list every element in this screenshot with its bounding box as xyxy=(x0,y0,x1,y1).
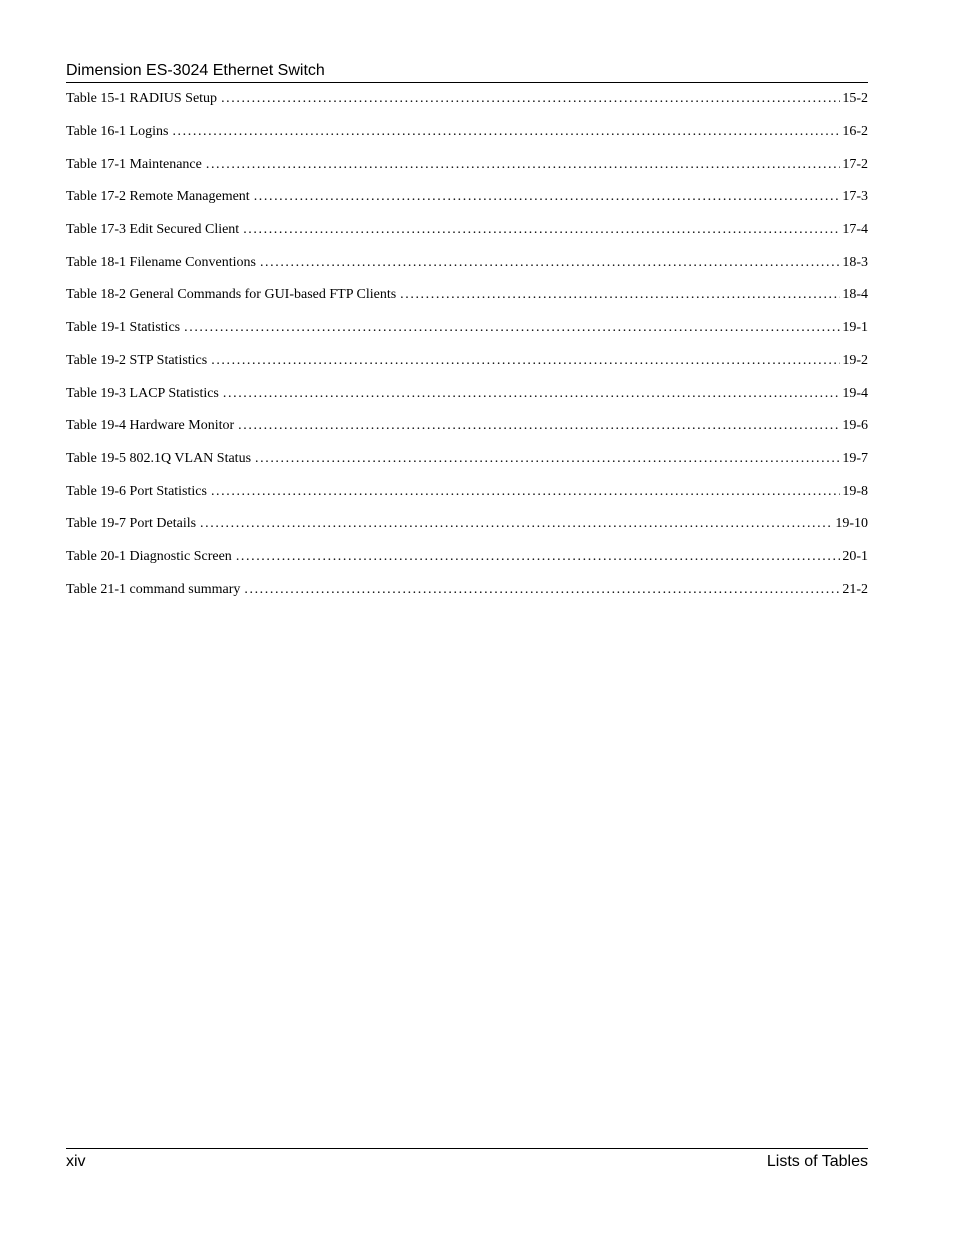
toc-entry-title: Table 17-3 Edit Secured Client xyxy=(66,222,240,238)
toc-entry[interactable]: Table 19-4 Hardware Monitor 19-6 xyxy=(66,410,868,443)
toc-entry[interactable]: Table 19-5 802.1Q VLAN Status 19-7 xyxy=(66,443,868,476)
toc-entry-page: 19-4 xyxy=(842,385,868,401)
toc-entry[interactable]: Table 17-3 Edit Secured Client 17-4 xyxy=(66,214,868,247)
toc-entry-title: Table 18-1 Filename Conventions xyxy=(66,254,256,270)
list-of-tables: Table 15-1 RADIUS Setup 15-2 Table 16-1 … xyxy=(66,83,868,606)
toc-entry-page: 19-1 xyxy=(842,320,868,336)
toc-entry-title: Table 19-3 LACP Statistics xyxy=(66,385,219,401)
toc-entry[interactable]: Table 21-1 command summary 21-2 xyxy=(66,573,868,606)
toc-entry-page: 16-2 xyxy=(842,124,868,140)
toc-dotted-leader xyxy=(236,549,841,565)
toc-entry-page: 19-2 xyxy=(842,352,868,368)
toc-entry-title: Table 19-6 Port Statistics xyxy=(66,483,207,499)
toc-entry[interactable]: Table 15-1 RADIUS Setup 15-2 xyxy=(66,83,868,116)
document-footer: xiv Lists of Tables xyxy=(66,1148,868,1171)
toc-entry-page: 19-7 xyxy=(842,450,868,466)
toc-entry-title: Table 17-1 Maintenance xyxy=(66,156,202,172)
toc-entry-title: Table 16-1 Logins xyxy=(66,124,169,140)
toc-entry[interactable]: Table 19-1 Statistics 19-1 xyxy=(66,312,868,345)
toc-entry[interactable]: Table 19-3 LACP Statistics 19-4 xyxy=(66,377,868,410)
toc-entry[interactable]: Table 17-2 Remote Management 17-3 xyxy=(66,181,868,214)
toc-entry-title: Table 21-1 command summary xyxy=(66,581,241,597)
toc-entry[interactable]: Table 19-2 STP Statistics 19-2 xyxy=(66,345,868,378)
toc-entry-page: 19-10 xyxy=(835,516,868,532)
toc-entry[interactable]: Table 17-1 Maintenance 17-2 xyxy=(66,148,868,181)
toc-entry-title: Table 17-2 Remote Management xyxy=(66,189,250,205)
toc-entry-page: 15-2 xyxy=(842,91,868,107)
toc-dotted-leader xyxy=(238,418,840,434)
toc-dotted-leader xyxy=(211,353,840,369)
toc-entry[interactable]: Table 18-1 Filename Conventions 18-3 xyxy=(66,246,868,279)
toc-entry[interactable]: Table 18-2 General Commands for GUI-base… xyxy=(66,279,868,312)
toc-entry-page: 19-8 xyxy=(842,483,868,499)
toc-dotted-leader xyxy=(172,124,840,140)
toc-entry-title: Table 15-1 RADIUS Setup xyxy=(66,91,218,107)
toc-entry-title: Table 19-2 STP Statistics xyxy=(66,352,208,368)
toc-entry[interactable]: Table 20-1 Diagnostic Screen 20-1 xyxy=(66,541,868,574)
toc-entry-page: 20-1 xyxy=(842,548,868,564)
toc-dotted-leader xyxy=(254,189,841,205)
toc-dotted-leader xyxy=(255,451,840,467)
toc-dotted-leader xyxy=(206,157,840,173)
toc-entry-page: 17-4 xyxy=(842,222,868,238)
footer-section-title: Lists of Tables xyxy=(766,1153,868,1170)
toc-dotted-leader xyxy=(243,222,840,238)
toc-dotted-leader xyxy=(244,582,840,598)
toc-entry-page: 17-2 xyxy=(842,156,868,172)
toc-entry-page: 19-6 xyxy=(842,418,868,434)
toc-dotted-leader xyxy=(211,484,840,500)
toc-entry[interactable]: Table 16-1 Logins 16-2 xyxy=(66,116,868,149)
toc-dotted-leader xyxy=(200,516,833,532)
toc-entry-title: Table 19-7 Port Details xyxy=(66,516,197,532)
document-header: Dimension ES-3024 Ethernet Switch xyxy=(66,61,868,83)
toc-entry-page: 18-4 xyxy=(842,287,868,303)
toc-entry-title: Table 19-4 Hardware Monitor xyxy=(66,418,235,434)
toc-dotted-leader xyxy=(184,320,840,336)
footer-page-number: xiv xyxy=(66,1153,86,1170)
toc-entry-page: 21-2 xyxy=(842,581,868,597)
toc-entry-title: Table 20-1 Diagnostic Screen xyxy=(66,548,232,564)
toc-entry[interactable]: Table 19-6 Port Statistics 19-8 xyxy=(66,475,868,508)
toc-dotted-leader xyxy=(260,255,840,271)
document-header-title: Dimension ES-3024 Ethernet Switch xyxy=(66,62,325,79)
toc-entry[interactable]: Table 19-7 Port Details 19-10 xyxy=(66,508,868,541)
toc-dotted-leader xyxy=(221,91,840,107)
toc-entry-title: Table 19-5 802.1Q VLAN Status xyxy=(66,450,252,466)
toc-dotted-leader xyxy=(400,287,840,303)
toc-entry-page: 17-3 xyxy=(842,189,868,205)
toc-entry-title: Table 18-2 General Commands for GUI-base… xyxy=(66,287,397,303)
toc-entry-title: Table 19-1 Statistics xyxy=(66,320,181,336)
toc-dotted-leader xyxy=(223,386,840,402)
toc-entry-page: 18-3 xyxy=(842,254,868,270)
